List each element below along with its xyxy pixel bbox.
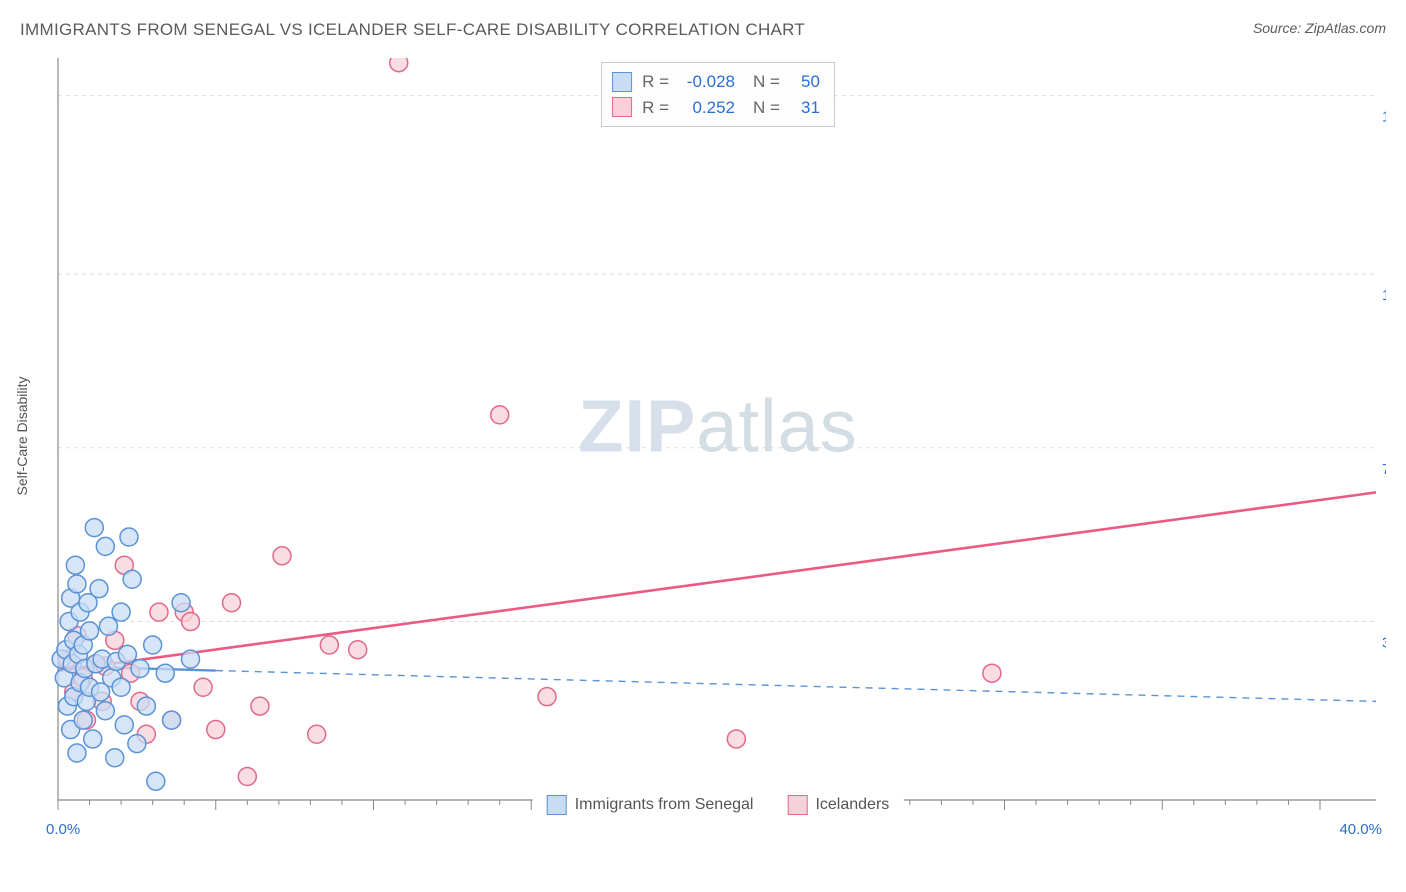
stats-legend-row-1: R = 0.252 N = 31 xyxy=(612,95,820,121)
r-value-1: 0.252 xyxy=(679,95,735,121)
chart-container: Self-Care Disability ZIPatlas 3.8%7.5%11… xyxy=(50,58,1386,814)
n-value-0: 50 xyxy=(790,69,820,95)
stats-legend: R = -0.028 N = 50 R = 0.252 N = 31 xyxy=(601,62,835,127)
swatch-series-0 xyxy=(547,795,567,815)
svg-text:7.5%: 7.5% xyxy=(1382,461,1386,478)
x-axis-max-label: 40.0% xyxy=(1339,821,1382,838)
series-legend: Immigrants from Senegal Icelanders xyxy=(533,795,904,815)
swatch-series-1 xyxy=(787,795,807,815)
swatch-series-1 xyxy=(612,97,632,117)
svg-text:15.0%: 15.0% xyxy=(1382,109,1386,126)
n-label: N = xyxy=(753,69,780,95)
chart-title: IMMIGRANTS FROM SENEGAL VS ICELANDER SEL… xyxy=(20,20,805,39)
svg-text:11.2%: 11.2% xyxy=(1382,287,1386,304)
scatter-plot: 3.8% 7.5% 11.2% 15.0% xyxy=(50,58,1386,814)
swatch-series-0 xyxy=(612,72,632,92)
n-value-1: 31 xyxy=(790,95,820,121)
stats-legend-row-0: R = -0.028 N = 50 xyxy=(612,69,820,95)
legend-item-0: Immigrants from Senegal xyxy=(547,795,754,815)
n-label: N = xyxy=(753,95,780,121)
y-axis-label: Self-Care Disability xyxy=(14,376,30,495)
x-axis-min-label: 0.0% xyxy=(46,821,80,838)
r-label: R = xyxy=(642,69,669,95)
legend-item-1: Icelanders xyxy=(787,795,889,815)
legend-label-1: Icelanders xyxy=(815,796,889,814)
svg-text:3.8%: 3.8% xyxy=(1382,635,1386,652)
r-label: R = xyxy=(642,95,669,121)
legend-label-0: Immigrants from Senegal xyxy=(575,796,754,814)
r-value-0: -0.028 xyxy=(679,69,735,95)
source-attribution: Source: ZipAtlas.com xyxy=(1253,20,1386,36)
